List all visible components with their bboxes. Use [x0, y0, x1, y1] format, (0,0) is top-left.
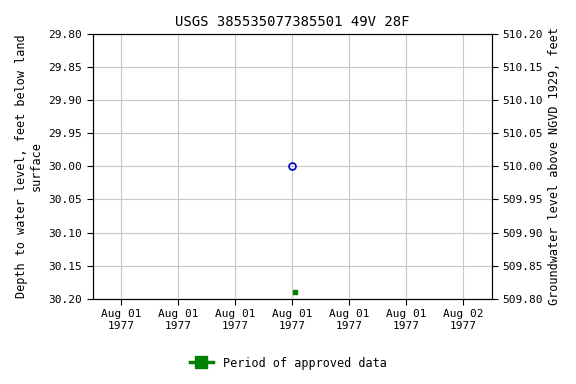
Y-axis label: Groundwater level above NGVD 1929, feet: Groundwater level above NGVD 1929, feet — [548, 28, 561, 305]
Y-axis label: Depth to water level, feet below land
surface: Depth to water level, feet below land su… — [15, 35, 43, 298]
Legend: Period of approved data: Period of approved data — [185, 352, 391, 374]
Title: USGS 385535077385501 49V 28F: USGS 385535077385501 49V 28F — [175, 15, 410, 29]
